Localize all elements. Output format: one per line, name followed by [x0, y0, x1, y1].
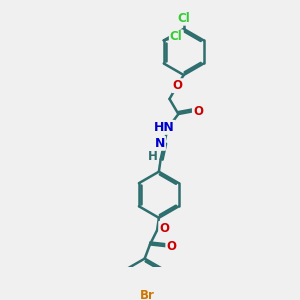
- Text: O: O: [159, 222, 169, 235]
- Text: HN: HN: [154, 121, 175, 134]
- Text: Cl: Cl: [177, 12, 190, 25]
- Text: Cl: Cl: [170, 30, 182, 44]
- Text: H: H: [148, 150, 158, 163]
- Text: N: N: [154, 137, 165, 150]
- Text: O: O: [172, 79, 182, 92]
- Text: O: O: [166, 240, 176, 253]
- Text: Br: Br: [140, 290, 154, 300]
- Text: O: O: [193, 105, 203, 118]
